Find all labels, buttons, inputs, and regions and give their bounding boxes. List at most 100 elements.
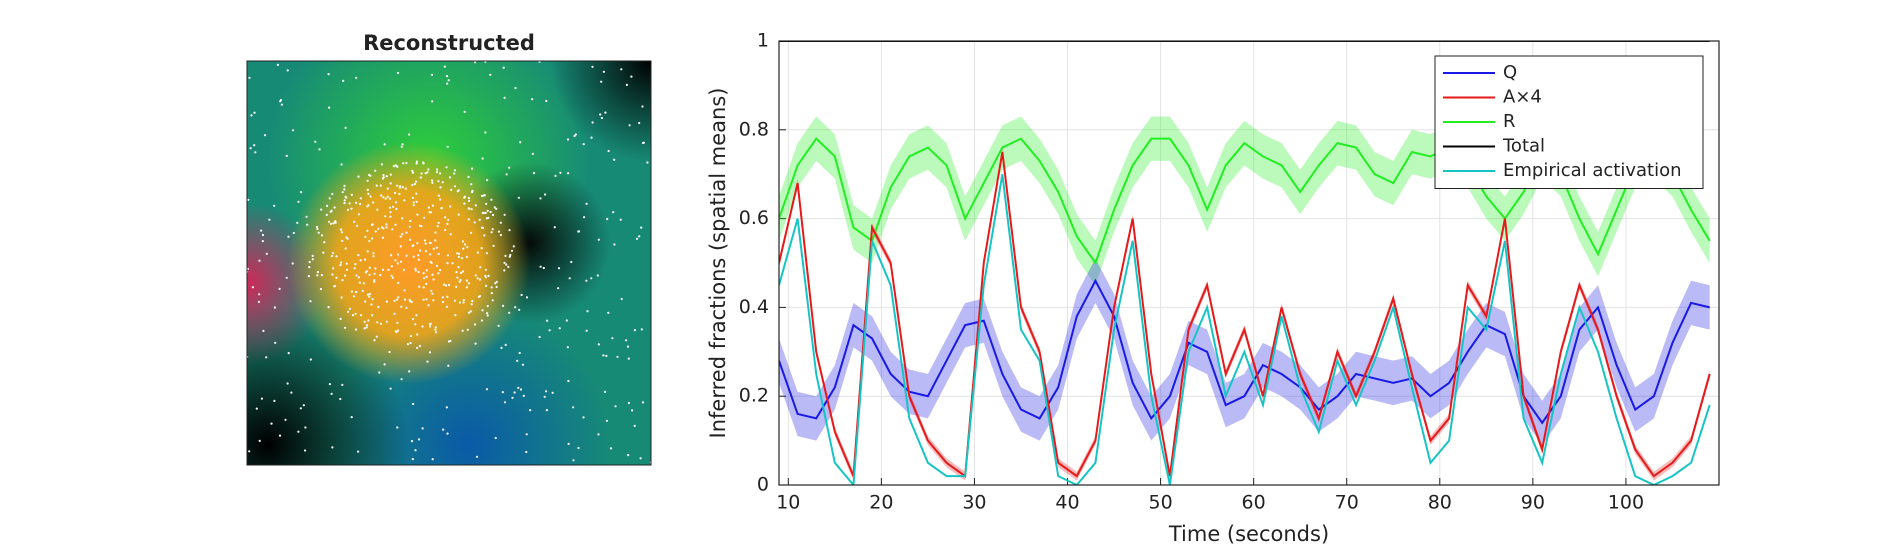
dot <box>350 207 353 210</box>
dot <box>286 382 289 385</box>
dot <box>366 250 369 253</box>
legend-label: R <box>1503 111 1516 132</box>
dot <box>597 433 600 436</box>
dot <box>372 201 375 204</box>
dot <box>247 198 250 201</box>
dot <box>284 418 287 421</box>
dot <box>486 304 489 308</box>
dot <box>466 328 469 331</box>
dot <box>451 262 454 265</box>
dot <box>422 298 425 301</box>
dot <box>386 195 389 198</box>
dot <box>457 213 460 216</box>
dot <box>366 229 369 232</box>
dot <box>412 255 415 258</box>
dot <box>429 325 432 328</box>
dot <box>419 176 422 179</box>
dot <box>394 330 397 333</box>
dot <box>420 172 423 175</box>
dot <box>483 194 486 197</box>
dot <box>290 391 293 394</box>
dot <box>374 267 377 270</box>
dot <box>368 239 371 243</box>
dot <box>297 430 300 433</box>
dot <box>633 329 637 332</box>
dot <box>428 241 431 244</box>
dot <box>411 169 414 172</box>
dot <box>490 231 493 234</box>
dot <box>400 260 403 263</box>
dot <box>471 167 474 170</box>
dot <box>268 218 271 221</box>
dot <box>355 76 358 79</box>
dot <box>377 227 380 230</box>
dot <box>487 274 490 277</box>
dot <box>371 237 374 240</box>
dot <box>343 184 346 187</box>
dot <box>551 391 554 394</box>
dot <box>408 370 411 373</box>
dot <box>320 208 323 211</box>
dot <box>398 186 401 189</box>
dot <box>363 327 366 330</box>
dot <box>387 268 390 271</box>
dot <box>327 73 330 76</box>
dot <box>276 63 279 66</box>
dot <box>599 113 602 116</box>
dot <box>635 237 639 240</box>
dot <box>486 209 489 212</box>
dot <box>600 116 604 120</box>
dot <box>459 271 463 274</box>
dot <box>389 215 392 218</box>
dot <box>339 261 343 264</box>
dot <box>383 143 386 146</box>
dot <box>399 245 402 248</box>
dot <box>503 261 506 264</box>
dot <box>467 218 470 221</box>
dot <box>566 346 569 349</box>
dot <box>424 250 428 253</box>
dot <box>330 392 333 395</box>
dot <box>372 255 375 258</box>
dot <box>504 254 507 257</box>
dot <box>467 207 470 210</box>
dot <box>417 270 420 274</box>
dot <box>421 325 424 328</box>
dot <box>509 253 512 257</box>
dot <box>316 227 319 231</box>
dot <box>642 141 645 144</box>
dot <box>258 259 261 262</box>
dot <box>344 274 347 277</box>
dot <box>425 282 428 285</box>
dot <box>414 269 417 272</box>
dot <box>481 226 484 229</box>
y-axis-label: Inferred fractions (spatial means) <box>706 88 730 439</box>
dot <box>436 225 439 228</box>
dot <box>351 314 355 317</box>
dot <box>342 79 345 82</box>
dot <box>425 275 428 278</box>
dot <box>483 234 486 237</box>
dot <box>609 447 613 450</box>
dot <box>379 322 383 325</box>
dot <box>408 225 411 228</box>
dot <box>627 401 631 405</box>
dot <box>408 133 411 136</box>
dot <box>473 221 476 224</box>
dot <box>491 299 494 302</box>
dot <box>491 228 494 231</box>
dot <box>432 247 435 250</box>
dot <box>417 254 420 257</box>
x-tick-label: 90 <box>1521 492 1545 514</box>
dot <box>278 434 282 437</box>
dot <box>329 222 333 225</box>
dot <box>428 351 432 354</box>
dot <box>525 433 528 436</box>
dot <box>590 277 593 280</box>
dot <box>450 188 453 191</box>
dot <box>566 138 570 141</box>
dot <box>445 305 448 308</box>
dot <box>439 198 442 201</box>
dot <box>442 283 446 286</box>
dot <box>424 242 427 245</box>
